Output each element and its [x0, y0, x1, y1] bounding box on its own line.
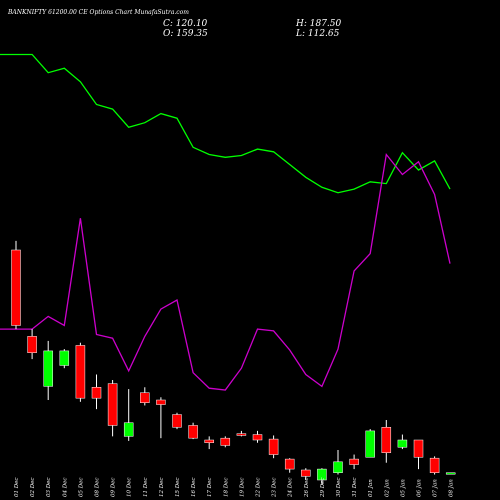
candle-body — [301, 469, 311, 477]
candle-29-dec — [317, 468, 327, 485]
candle-body — [91, 387, 102, 399]
x-tick-label: 03 Dec — [46, 478, 52, 498]
candle-body — [172, 414, 182, 428]
x-tick-label: 19 Dec — [239, 478, 245, 498]
x-tick-label: 18 Dec — [223, 478, 229, 498]
candle-22-dec — [252, 430, 263, 443]
candle-body — [188, 425, 198, 439]
candle-body — [236, 433, 247, 436]
candle-body — [349, 458, 359, 465]
candle-01-jan — [365, 429, 375, 458]
candle-05-dec — [75, 342, 86, 402]
candle-31-dec — [349, 454, 359, 470]
x-tick-label: 09 Dec — [111, 478, 117, 498]
x-tick-label: 02 Jan — [384, 479, 390, 497]
candle-body — [43, 350, 53, 387]
x-tick-label: 02 Dec — [30, 478, 36, 498]
candle-17-dec — [204, 436, 214, 450]
x-tick-label: 05 Jan — [400, 479, 406, 497]
indicator-line-1 — [0, 53, 451, 194]
x-tick-label: 12 Dec — [159, 478, 165, 498]
candle-23-dec — [268, 435, 279, 459]
x-tick-label: 29 Dec — [320, 478, 326, 499]
candle-11-dec — [140, 387, 150, 406]
candle-body — [365, 430, 375, 458]
candle-body — [220, 437, 231, 446]
x-axis-labels: 01 Dec 02 Dec 03 Dec 04 Dec 05 Dec 08 Dec 09 D… — [14, 478, 455, 499]
candle-24-dec — [284, 458, 295, 473]
candle-body — [75, 345, 86, 399]
x-tick-label: 10 Dec — [127, 478, 133, 498]
close-value: C: 120.10 — [163, 19, 208, 29]
candles — [11, 240, 456, 485]
candle-body — [317, 468, 327, 481]
x-tick-label: 05 Dec — [78, 478, 84, 498]
x-tick-label: 31 Dec — [352, 478, 358, 498]
x-tick-label: 15 Dec — [175, 478, 181, 498]
x-tick-label: 24 Dec — [288, 478, 294, 499]
candle-body — [156, 399, 166, 405]
candle-body — [252, 434, 263, 441]
x-tick-label: 26 Dec — [304, 478, 310, 499]
x-tick-label: 30 Dec — [336, 478, 342, 498]
candle-19-dec — [236, 430, 247, 437]
x-tick-label: 01 Jan — [368, 479, 374, 497]
candle-10-dec — [123, 389, 134, 441]
x-tick-label: 08 Dec — [95, 478, 101, 498]
candle-18-dec — [220, 436, 231, 448]
candle-body — [413, 439, 424, 458]
candle-body — [107, 383, 118, 426]
x-tick-label: 08 Jan — [449, 479, 455, 497]
x-tick-label: 17 Dec — [207, 478, 213, 498]
candle-body — [59, 350, 70, 366]
high-value: H: 187.50 — [296, 19, 342, 29]
candle-26-dec — [301, 468, 311, 480]
candle-body — [284, 458, 295, 470]
x-tick-label: 11 Dec — [143, 478, 149, 498]
candle-30-dec — [333, 450, 343, 475]
x-tick-label: 22 Dec — [256, 478, 262, 499]
candle-03-dec — [43, 340, 53, 400]
candle-body — [333, 461, 343, 473]
x-tick-label: 06 Jan — [417, 479, 423, 497]
x-tick-label: 23 Dec — [272, 478, 278, 499]
candle-08-jan — [445, 472, 456, 475]
candle-body — [429, 457, 440, 473]
candle-body — [11, 249, 21, 326]
candle-body — [445, 472, 456, 475]
candle-body — [397, 439, 408, 448]
candle-05-jan — [397, 434, 408, 450]
candle-02-jan — [381, 420, 392, 463]
candle-body — [140, 392, 150, 403]
candle-body — [123, 422, 134, 437]
low-value: L: 112.65 — [296, 29, 340, 39]
x-tick-label: 04 Dec — [62, 478, 68, 498]
candle-body — [204, 439, 214, 443]
candle-08-dec — [91, 374, 102, 410]
candle-09-dec — [107, 380, 118, 437]
chart-title: BANKNIFTY 61200.00 CE Options Chart Muna… — [8, 9, 189, 16]
candle-16-dec — [188, 422, 198, 440]
x-tick-label: 07 Jan — [433, 479, 439, 497]
indicator-line-2 — [0, 152, 451, 391]
candle-15-dec — [172, 412, 182, 430]
open-value: O: 159.35 — [163, 29, 208, 39]
candle-body — [381, 427, 392, 453]
candle-04-dec — [59, 349, 70, 369]
candle-body — [27, 336, 37, 353]
candle-12-dec — [156, 397, 166, 439]
candle-07-jan — [429, 456, 440, 475]
candle-06-jan — [413, 439, 424, 470]
candle-01-dec — [11, 240, 21, 330]
indicator-lines — [0, 53, 451, 391]
x-tick-label: 16 Dec — [191, 478, 197, 498]
x-tick-label: 01 Dec — [14, 478, 20, 498]
candle-02-dec — [27, 329, 37, 360]
candle-body — [268, 438, 279, 455]
